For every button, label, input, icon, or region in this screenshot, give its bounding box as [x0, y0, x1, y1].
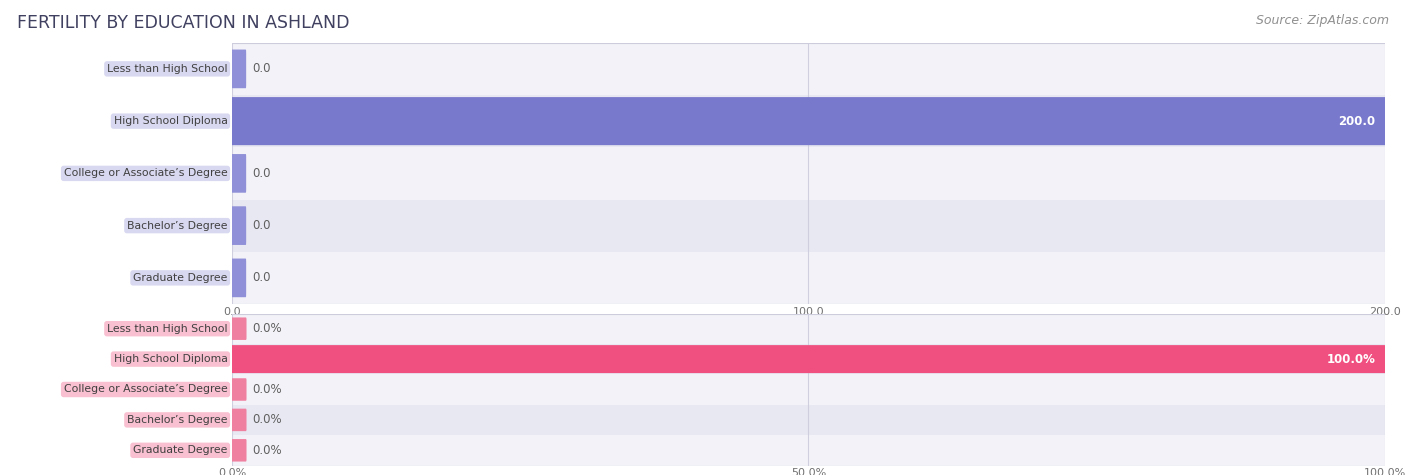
- Text: College or Associate’s Degree: College or Associate’s Degree: [63, 168, 228, 179]
- Bar: [232, 344, 1385, 374]
- Text: 0.0%: 0.0%: [253, 383, 283, 396]
- FancyBboxPatch shape: [232, 206, 246, 245]
- Bar: [232, 405, 1385, 435]
- Bar: [232, 374, 1385, 405]
- Text: Bachelor’s Degree: Bachelor’s Degree: [127, 415, 228, 425]
- Text: 100.0%: 100.0%: [1327, 352, 1375, 366]
- FancyBboxPatch shape: [232, 154, 246, 193]
- Bar: [232, 147, 1385, 200]
- Text: 0.0%: 0.0%: [253, 413, 283, 427]
- Bar: [232, 95, 1385, 147]
- Bar: [232, 435, 1385, 466]
- Bar: [232, 200, 1385, 252]
- Text: 0.0: 0.0: [253, 62, 271, 76]
- FancyBboxPatch shape: [232, 49, 246, 88]
- Text: Graduate Degree: Graduate Degree: [134, 445, 228, 456]
- Text: 0.0: 0.0: [253, 271, 271, 285]
- Text: Source: ZipAtlas.com: Source: ZipAtlas.com: [1256, 14, 1389, 27]
- Bar: [232, 314, 1385, 344]
- Text: High School Diploma: High School Diploma: [114, 354, 228, 364]
- Text: Less than High School: Less than High School: [107, 64, 228, 74]
- Text: FERTILITY BY EDUCATION IN ASHLAND: FERTILITY BY EDUCATION IN ASHLAND: [17, 14, 349, 32]
- Text: 0.0%: 0.0%: [253, 322, 283, 335]
- Bar: [232, 43, 1385, 95]
- Text: Less than High School: Less than High School: [107, 323, 228, 334]
- Text: 0.0%: 0.0%: [253, 444, 283, 457]
- Text: Graduate Degree: Graduate Degree: [134, 273, 228, 283]
- Bar: [232, 252, 1385, 304]
- Text: High School Diploma: High School Diploma: [114, 116, 228, 126]
- FancyBboxPatch shape: [232, 439, 246, 462]
- FancyBboxPatch shape: [232, 408, 246, 431]
- Text: 0.0: 0.0: [253, 219, 271, 232]
- FancyBboxPatch shape: [231, 345, 1386, 373]
- Text: College or Associate’s Degree: College or Associate’s Degree: [63, 384, 228, 395]
- Text: 200.0: 200.0: [1339, 114, 1375, 128]
- FancyBboxPatch shape: [232, 258, 246, 297]
- Text: Bachelor’s Degree: Bachelor’s Degree: [127, 220, 228, 231]
- FancyBboxPatch shape: [231, 97, 1386, 145]
- FancyBboxPatch shape: [232, 378, 246, 401]
- Text: 0.0: 0.0: [253, 167, 271, 180]
- FancyBboxPatch shape: [232, 317, 246, 340]
